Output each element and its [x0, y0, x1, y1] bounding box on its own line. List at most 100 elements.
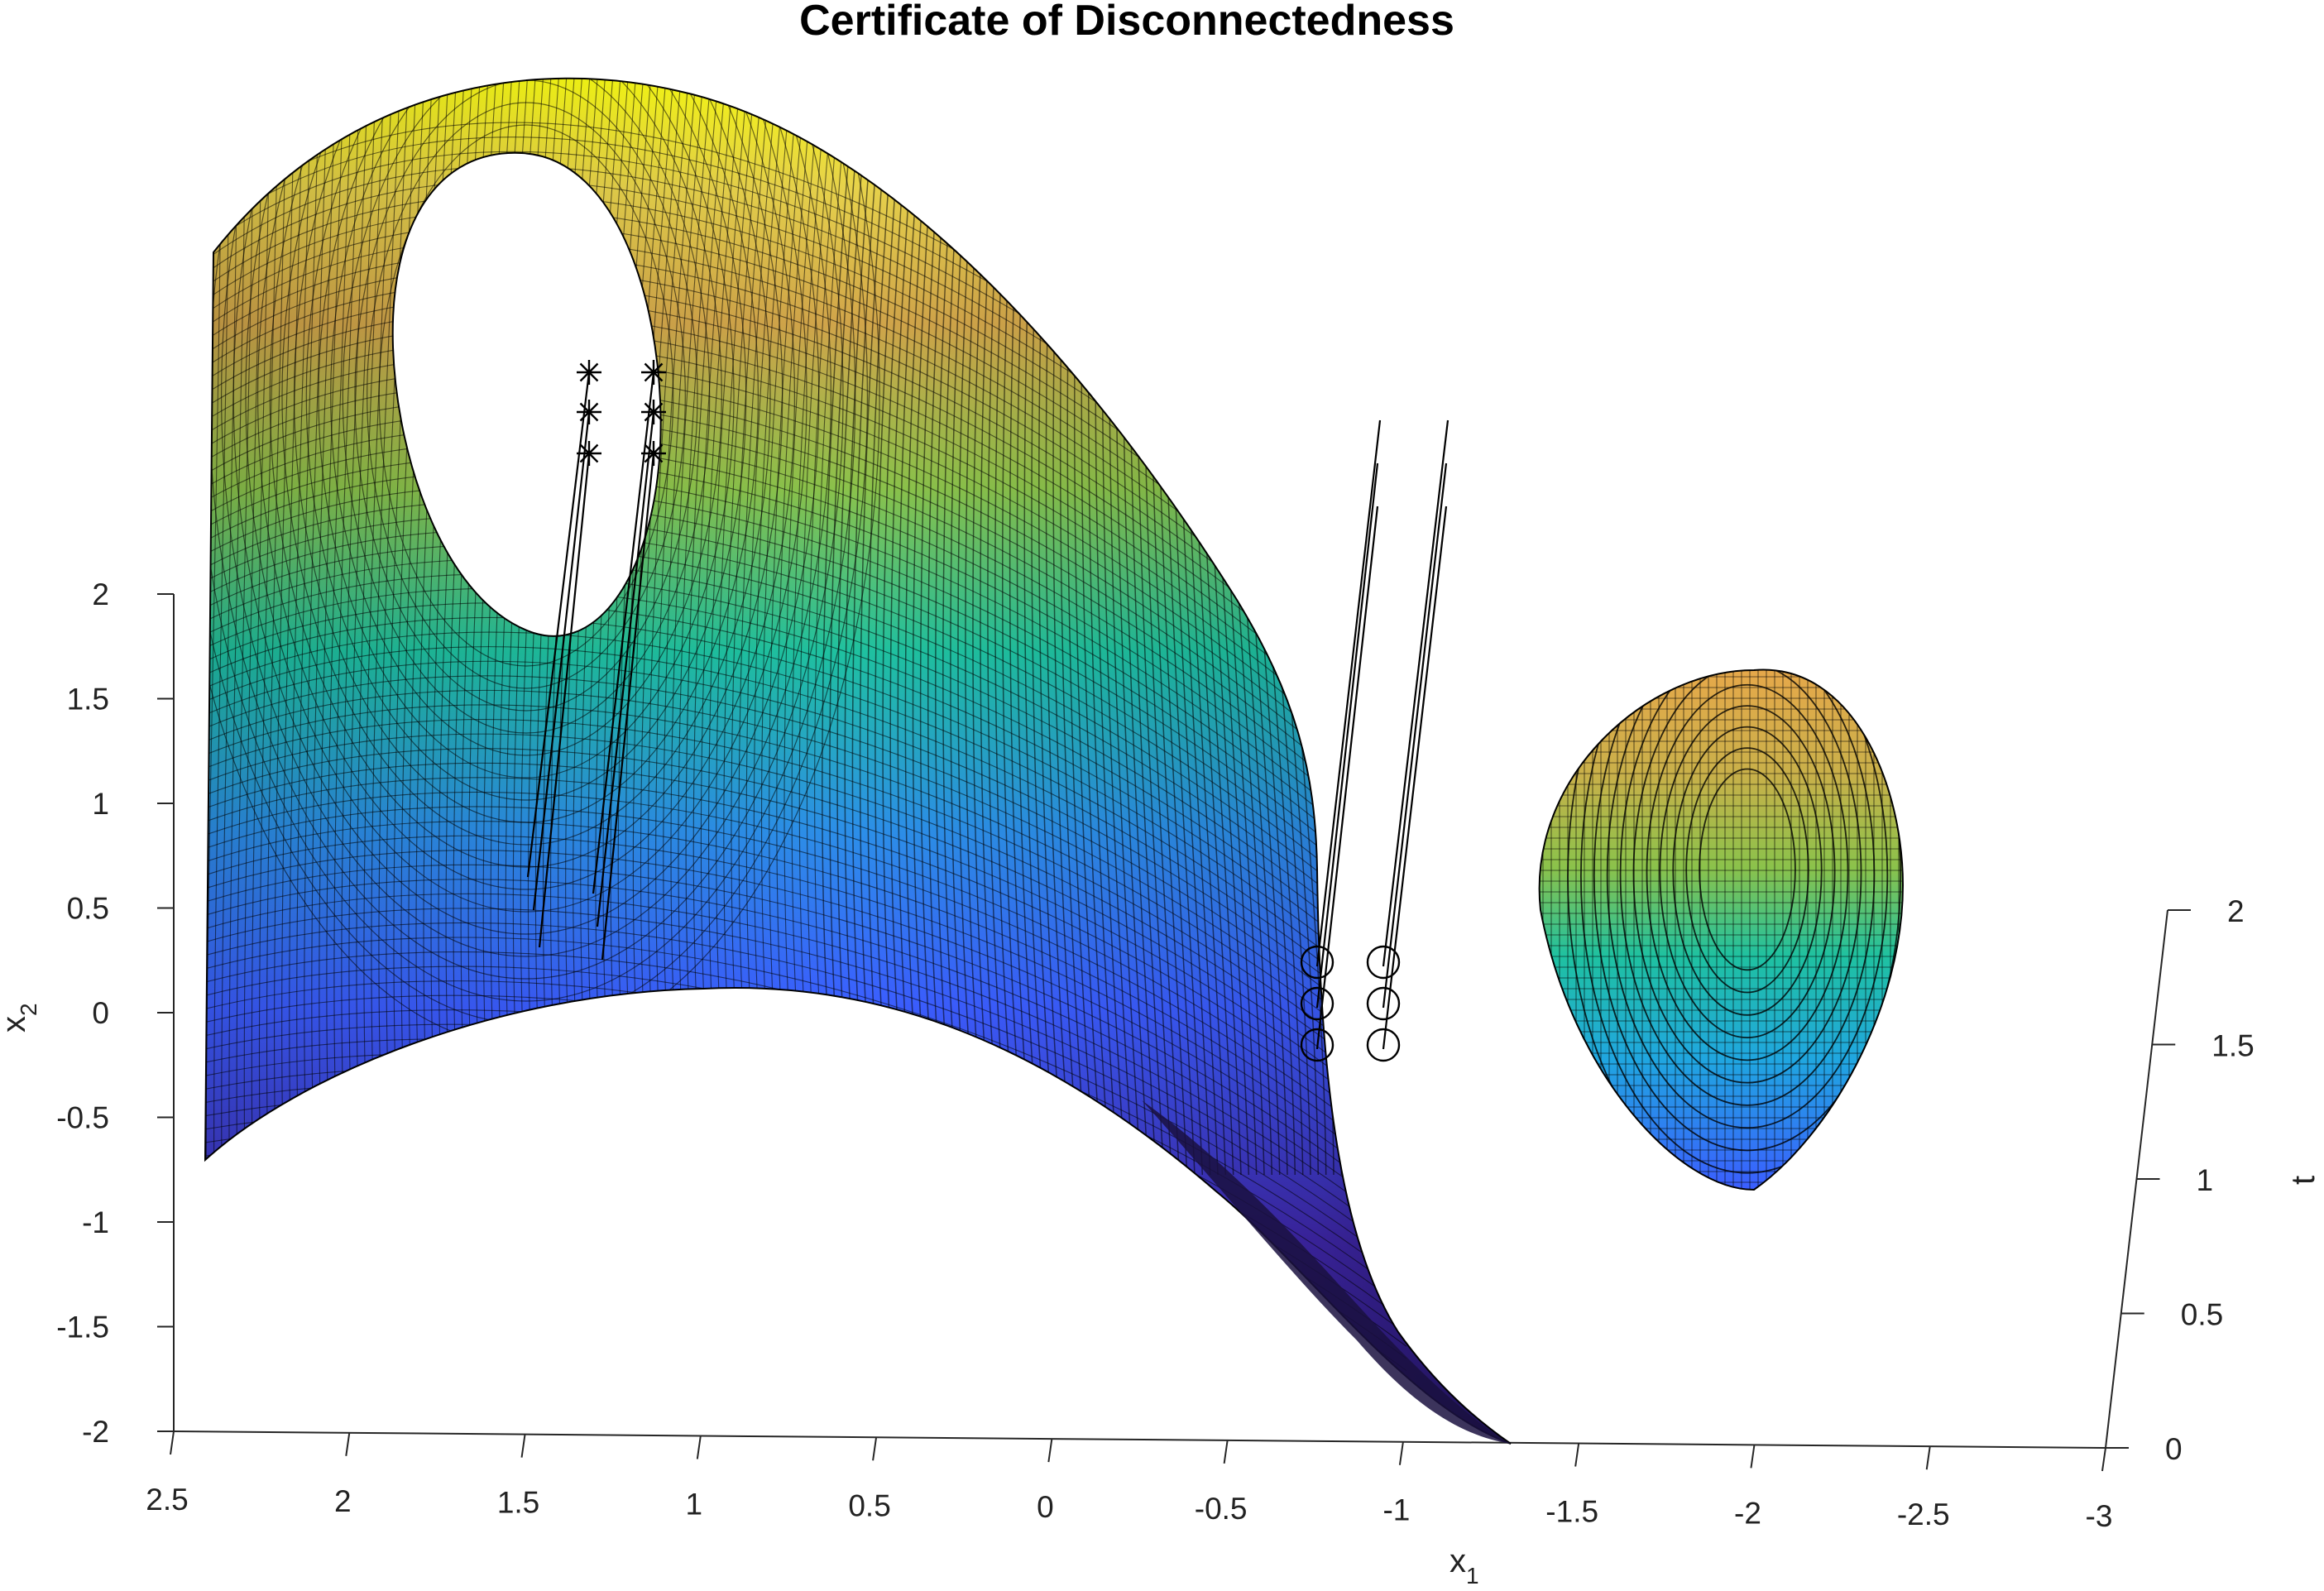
x1-tick-label: 1: [686, 1487, 703, 1521]
t-tick-label: 1.5: [2211, 1029, 2254, 1063]
sheet-mesh-v: [304, 78, 329, 1176]
sheet-mesh-h: [205, 719, 1407, 1091]
t-tick-label: 0: [2165, 1432, 2183, 1466]
trajectory-lines: [526, 371, 1450, 1050]
t-axis-ticks: 2 1.5 1 0.5 0: [2106, 894, 2255, 1466]
sheet-mesh-h: [205, 573, 1407, 970]
sheet-mesh-h: [205, 806, 1407, 1165]
sheet-mesh-v: [274, 78, 296, 1176]
sheet-mesh-v: [251, 78, 271, 1176]
trajectory-line: [1382, 419, 1450, 967]
sheet-mesh-h: [205, 501, 1407, 909]
circle-marker: [1366, 1028, 1401, 1062]
sheet-mesh-h: [205, 631, 1407, 1018]
sheet-mesh-v: [549, 78, 592, 1176]
star-marker: [577, 441, 601, 466]
sheet-mesh-ring: [205, 78, 856, 1002]
sheet-mesh-ring: [367, 102, 686, 689]
sheet-mesh-h: [205, 937, 1407, 1274]
circle-marker: [1366, 986, 1401, 1021]
x2-tick-label: 0.5: [67, 892, 109, 926]
x1-tick-label: 2: [334, 1484, 352, 1518]
blob-contour: [1685, 747, 1809, 994]
sheet-mesh-h: [205, 675, 1407, 1055]
sheet-mesh-h: [205, 311, 1407, 750]
x1-tick-label: -2.5: [1897, 1498, 1950, 1531]
x2-tick-label: 0: [92, 996, 109, 1030]
x1-tick-mark: [520, 1434, 526, 1458]
x1-tick-label: 2.5: [146, 1483, 188, 1517]
sheet-mesh-ring: [232, 78, 820, 935]
x1-tick-mark: [1574, 1443, 1580, 1467]
sheet-mesh-v: [356, 78, 386, 1176]
sheet-mesh-h: [205, 413, 1407, 836]
sheet-mesh-h: [205, 893, 1407, 1238]
sheet-mesh-h: [205, 835, 1407, 1189]
x2-tick-label: 2: [92, 577, 109, 611]
x2-tick-label: -0.5: [56, 1101, 109, 1135]
sheet-mesh-v: [281, 78, 304, 1176]
sheet-mesh-v: [371, 78, 402, 1176]
x1-tick-label: 0: [1037, 1490, 1054, 1524]
trajectory-markers: [577, 360, 1401, 1062]
sheet-mesh-v: [386, 78, 419, 1176]
x1-tick-mark: [345, 1432, 351, 1456]
sheet-mesh-h: [205, 428, 1407, 848]
x1-tick-label: -2: [1734, 1496, 1761, 1530]
x2-tick-label: -2: [82, 1415, 109, 1449]
sheet-mesh-h: [205, 530, 1407, 933]
sheet-mesh-h: [205, 472, 1407, 884]
sheet-mesh-h: [205, 762, 1407, 1128]
sheet-mesh-ring: [257, 78, 795, 890]
sheet-mesh-v: [319, 78, 345, 1176]
sheet-mesh-h: [205, 704, 1407, 1080]
sheet-mesh-h: [205, 791, 1407, 1153]
blob-contour: [1567, 669, 1903, 1190]
sheet-mesh-h: [205, 442, 1407, 860]
t-tick-label: 2: [2227, 894, 2245, 928]
sheet-mesh-h: [205, 587, 1407, 982]
sheet-mesh-ring: [330, 78, 722, 756]
sheet-mesh-h: [205, 748, 1407, 1116]
blob-contour: [1619, 669, 1876, 1106]
star-marker: [641, 360, 666, 385]
sheet-mesh-h: [205, 689, 1407, 1067]
x1-tick-mark: [2101, 1447, 2106, 1472]
circle-marker: [1300, 1028, 1335, 1062]
x2-tick-label: -1: [82, 1205, 109, 1239]
surface-blob: [1538, 669, 1905, 1191]
sheet-mesh-h: [205, 850, 1407, 1201]
sheet-mesh-v: [565, 78, 608, 1176]
trajectory-line: [592, 371, 655, 894]
x1-axis-ticks: 2.5 2 1.5 1 0.5 0 -0.5 -1 -1.5 -2 -2.5 -3: [146, 1430, 2112, 1533]
trajectory-line: [596, 411, 655, 927]
sheet-mesh-h: [205, 602, 1407, 994]
trajectory-line: [1382, 506, 1448, 1050]
x1-tick-mark: [170, 1430, 175, 1455]
blob-contour: [1593, 669, 1902, 1152]
sheet-mesh-ring: [269, 78, 783, 868]
trajectory-line: [1315, 419, 1382, 967]
sheet-mesh-ring: [305, 78, 747, 801]
sheet-mesh-h: [205, 864, 1407, 1213]
sheet-mesh-ring: [281, 78, 771, 846]
sheet-mesh-ring: [294, 78, 759, 823]
t-tick-label: 1: [2197, 1163, 2214, 1197]
star-marker: [641, 441, 666, 466]
sheet-mesh-v: [266, 78, 288, 1176]
sheet-mesh-ring: [378, 124, 674, 667]
blob-contour: [1632, 669, 1862, 1084]
sheet-mesh-h: [205, 879, 1407, 1225]
blob-contour: [1606, 669, 1889, 1129]
sheet-mesh-ring: [245, 78, 807, 913]
sheet-mesh-h: [205, 922, 1407, 1262]
x1-tick-mark: [1750, 1445, 1756, 1469]
x2-tick-label: -1.5: [56, 1311, 109, 1344]
sheet-mesh-h: [205, 544, 1407, 946]
blob-contour: [1659, 705, 1836, 1039]
sheet-mesh-v: [558, 78, 601, 1176]
t-tick-label: 0.5: [2181, 1298, 2223, 1332]
x1-tick-mark: [696, 1435, 702, 1459]
sheet-mesh-h: [205, 486, 1407, 897]
sheet-mesh-v: [378, 78, 410, 1176]
